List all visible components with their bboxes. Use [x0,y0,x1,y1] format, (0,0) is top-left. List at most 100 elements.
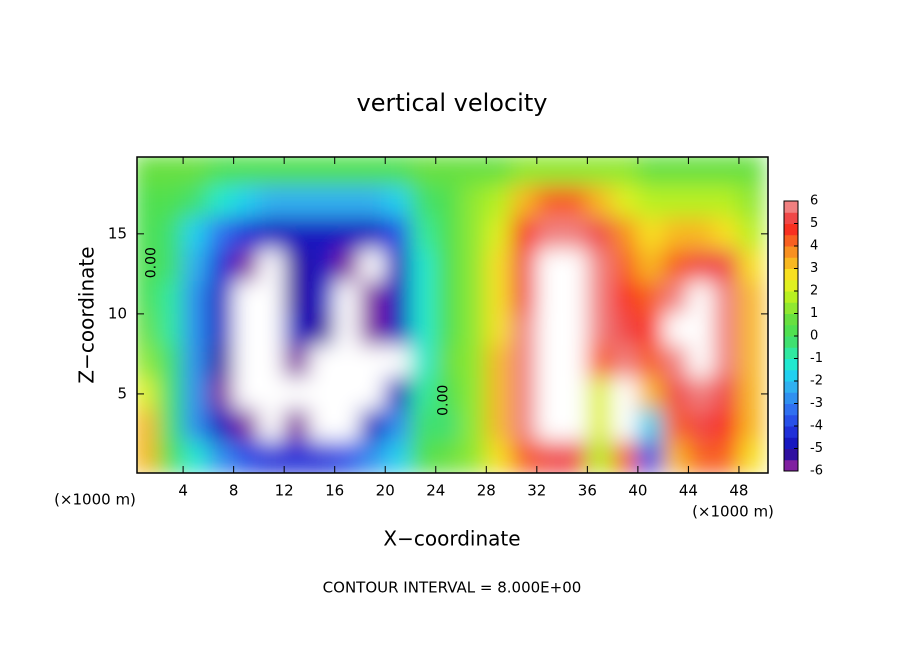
field-cell [738,185,765,219]
colorbar-band [784,336,798,348]
field-cell [713,281,740,315]
field-cell [637,185,664,219]
field-cell [612,409,639,443]
field-cell [637,157,664,187]
field-cell [435,377,462,411]
field-cell [283,313,310,347]
field-cell [687,441,715,473]
footer-note: CONTOUR INTERVAL = 8.000E+00 [323,579,582,597]
axes: 4 8 12 16 20 24 28 32 36 40 44 48510150.000.00-6-5-… [108,156,823,500]
field-cell [384,249,411,283]
field-cell [713,249,740,283]
field-cell [359,157,386,187]
field-cell [561,409,588,443]
field-cell [359,313,386,347]
field-cell [713,185,740,219]
field-cell [182,377,209,411]
field-cell [460,409,487,443]
colorbar-band [784,392,798,404]
field-cell [283,249,310,283]
field-cell [258,313,285,347]
field-cell [157,185,184,219]
field-cell [409,249,437,283]
field-cell [460,157,487,187]
colorbar-label: -2 [810,374,823,389]
field-cell [561,377,588,411]
field-cell [713,313,740,347]
field [137,157,765,473]
field-cell [460,281,487,315]
field-cell [561,441,588,473]
field-cell [536,281,563,315]
field-cell [283,185,310,219]
field-cell [586,185,614,219]
x-unit-label: (×1000 m) [692,503,774,521]
field-cell [536,441,563,473]
colorbar-band [784,426,798,438]
field-cell [687,281,715,315]
field-cell [662,409,689,443]
field-cell [738,313,765,347]
field-cell [409,441,437,473]
field-cell [586,281,614,315]
field-cell [713,441,740,473]
field-cell [536,185,563,219]
colorbar-label: 6 [810,194,818,209]
field-cell [283,157,310,187]
field-cell [334,185,361,219]
field-cell [637,249,664,283]
field-cell [384,281,411,315]
x-tick-label: 12 [275,482,294,500]
field-cell [561,313,588,347]
field-cell [157,409,184,443]
field-cell [485,217,513,251]
field-cell [258,377,285,411]
field-cell [511,185,538,219]
y-tick-label: 15 [108,224,127,242]
field-cell [662,185,689,219]
field-cell [409,409,437,443]
field-cell [157,377,184,411]
colorbar-label: 5 [810,216,818,231]
field-cell [586,249,614,283]
field-cell [384,409,411,443]
colorbar-band [784,381,798,393]
field-cell [384,157,411,187]
field-cell [334,313,361,347]
field-cell [435,185,462,219]
field-cell [409,157,437,187]
field-cell [687,377,715,411]
field-cell [359,377,386,411]
field-cell [207,249,235,283]
field-cell [738,157,765,187]
field-cell [511,217,538,251]
field-cell [359,249,386,283]
field-cell [207,217,235,251]
field-cell [511,409,538,443]
field-cell [137,345,159,379]
plot-frame [136,156,769,474]
y-tick-label: 5 [117,384,127,402]
colorbar-band [784,201,798,213]
field-cell [586,409,614,443]
field-cell [207,441,235,473]
colorbar-label: -5 [810,441,823,456]
field-cell [435,345,462,379]
field-cell [182,249,209,283]
field-cell [485,281,513,315]
field-cell [207,313,235,347]
field-cell [233,249,260,283]
colorbar-band [784,234,798,247]
field-cell [435,313,462,347]
field-cell [662,313,689,347]
x-tick-label: 40 [628,482,647,500]
field-cell [738,441,765,473]
field-cell [485,313,513,347]
field-cell [308,345,336,379]
field-cell [359,441,386,473]
field-cell [713,157,740,187]
field-cell [283,409,310,443]
field-cell [612,313,639,347]
field-clip [137,157,765,473]
field-cell [485,157,513,187]
